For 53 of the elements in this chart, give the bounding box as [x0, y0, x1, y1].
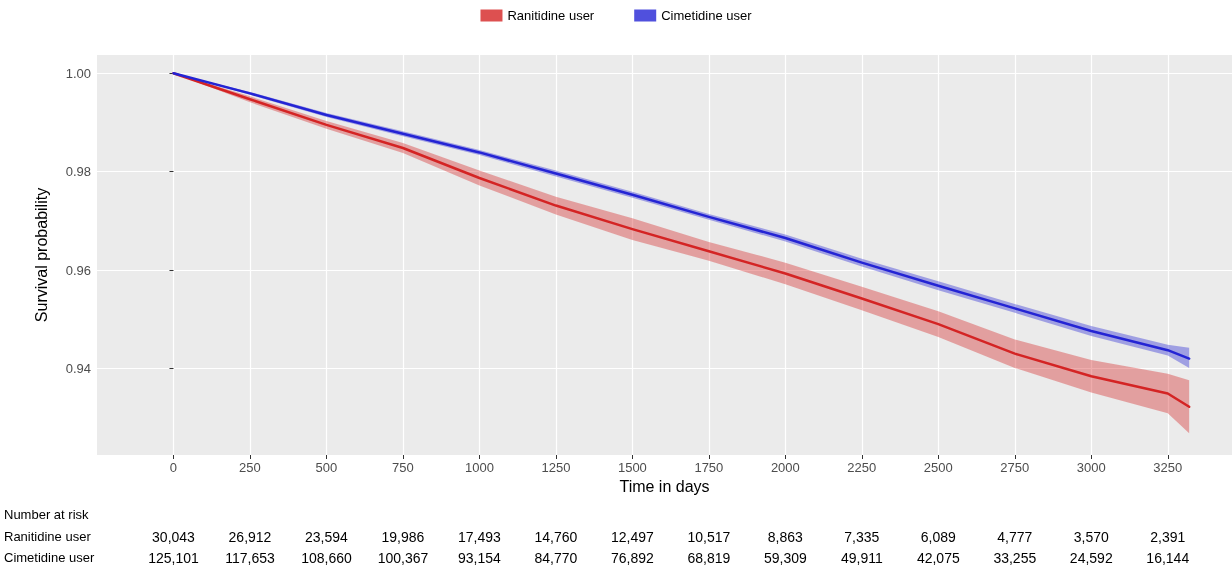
text: 30,043	[152, 529, 196, 545]
x-tick-label: 1000	[464, 460, 494, 475]
x-axis-title: Time in days	[619, 478, 710, 496]
text: 6,089	[920, 529, 957, 545]
x-tick-label: 1500	[617, 460, 647, 475]
y-tick-label: 0.96	[65, 262, 91, 278]
text: 125,101	[148, 550, 199, 566]
text: 16,144	[1146, 550, 1190, 566]
text: 3,570	[1073, 529, 1109, 545]
text: 14,760	[534, 529, 578, 545]
x-tick-label: 2500	[923, 460, 953, 475]
x-tick-label: 0	[169, 460, 178, 475]
text: 76,892	[610, 550, 654, 566]
x-tick-label: 1250	[541, 460, 571, 475]
text: 59,309	[763, 550, 807, 566]
x-tick-label: 2000	[770, 460, 800, 475]
y-tick-label: 1.00	[65, 65, 91, 81]
text: 49,911	[840, 550, 883, 566]
text: Ranitidine user	[4, 529, 92, 544]
y-tick-label: 0.98	[65, 164, 91, 180]
text: 2,391	[1150, 529, 1186, 545]
text: 24,592	[1069, 550, 1113, 566]
text: 23,594	[305, 529, 349, 545]
text: 8,863	[767, 529, 804, 545]
legend-label: Cimetidine user	[661, 8, 753, 23]
text: Cimetidine user	[4, 550, 95, 565]
text: Number at risk	[4, 507, 90, 522]
x-tick-label: 3000	[1076, 460, 1106, 475]
x-tick-label: 1750	[694, 460, 724, 475]
text: 108,660	[301, 550, 352, 566]
y-axis-title: Survival probability	[32, 187, 50, 323]
text: 117,653	[225, 550, 275, 566]
x-tick-label: 750	[392, 460, 414, 475]
text: 68,819	[687, 550, 731, 566]
text: 93,154	[458, 550, 502, 566]
x-tick-label: 250	[239, 460, 261, 475]
text: 42,075	[916, 550, 960, 566]
text: 4,777	[997, 529, 1033, 545]
text: 19,986	[381, 529, 425, 545]
x-tick-label: 3250	[1153, 460, 1183, 475]
x-tick-label: 500	[315, 460, 338, 475]
text: 26,912	[228, 529, 272, 545]
text: 100,367	[377, 550, 429, 566]
text: 10,517	[687, 529, 731, 545]
text: 12,497	[610, 529, 654, 545]
x-tick-label: 2750	[1000, 460, 1030, 475]
x-tick-label: 2250	[847, 460, 877, 475]
text: 7,335	[844, 529, 880, 545]
y-tick-label: 0.94	[65, 360, 91, 376]
text: 84,770	[534, 550, 578, 566]
text: 17,493	[458, 529, 502, 545]
text: 33,255	[993, 550, 1037, 566]
legend-label: Ranitidine user	[507, 8, 595, 23]
